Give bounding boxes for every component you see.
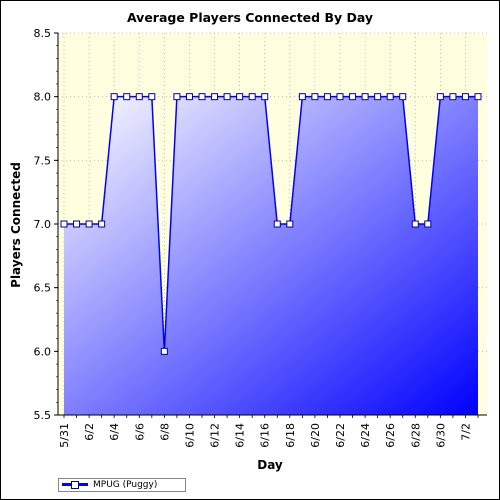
x-tick-label: 6/26	[384, 423, 397, 448]
x-tick-label: 6/28	[409, 423, 422, 448]
chart-title: Average Players Connected By Day	[126, 10, 374, 25]
data-point	[386, 93, 394, 101]
legend: MPUG (Puggy)	[58, 478, 186, 492]
y-tick-label: 8.0	[34, 91, 52, 104]
x-tick-label: 6/18	[284, 423, 297, 448]
data-point	[173, 93, 181, 101]
x-tick-label: 5/31	[58, 423, 71, 448]
x-axis-label: Day	[257, 458, 283, 472]
legend-label: MPUG (Puggy)	[93, 480, 158, 490]
data-point	[261, 93, 269, 101]
x-tick-label: 6/2	[83, 423, 96, 441]
data-point	[411, 220, 419, 228]
data-point	[211, 93, 219, 101]
data-point	[248, 93, 256, 101]
data-point	[273, 220, 281, 228]
x-tick-label: 6/6	[133, 423, 146, 441]
legend-swatch	[61, 479, 89, 491]
x-tick-label: 6/14	[234, 423, 247, 448]
data-point	[85, 220, 93, 228]
data-point	[148, 93, 156, 101]
series-area	[64, 96, 478, 416]
data-point	[311, 93, 319, 101]
data-point	[336, 93, 344, 101]
y-tick-label: 6.0	[34, 345, 52, 358]
data-point	[73, 220, 81, 228]
y-tick-label: 7.5	[34, 154, 52, 167]
data-point	[236, 93, 244, 101]
data-point	[361, 93, 369, 101]
x-tick-label: 6/30	[434, 423, 447, 448]
data-point	[123, 93, 131, 101]
data-point	[461, 93, 469, 101]
data-point	[323, 93, 331, 101]
x-tick-label: 6/22	[334, 423, 347, 448]
x-tick-label: 6/20	[309, 423, 322, 448]
data-point	[198, 93, 206, 101]
data-point	[286, 220, 294, 228]
data-point	[424, 220, 432, 228]
x-tick-label: 6/12	[209, 423, 222, 448]
data-point	[223, 93, 231, 101]
y-tick-label: 7.0	[34, 218, 52, 231]
data-point	[98, 220, 106, 228]
x-tick-label: 6/16	[259, 423, 272, 448]
data-point	[349, 93, 357, 101]
x-tick-label: 6/10	[183, 423, 196, 448]
y-tick-label: 5.5	[34, 409, 52, 422]
series-line	[64, 95, 478, 352]
x-tick-label: 7/2	[459, 423, 472, 441]
x-tick-label: 6/24	[359, 423, 372, 448]
x-tick-label: 6/4	[108, 423, 121, 441]
data-point	[374, 93, 382, 101]
data-point	[110, 93, 118, 101]
data-point	[298, 93, 306, 101]
data-point	[449, 93, 457, 101]
data-point	[160, 347, 168, 355]
x-tick-label: 6/8	[158, 423, 171, 441]
data-point	[474, 93, 482, 101]
y-tick-label: 8.5	[34, 27, 52, 40]
data-point	[436, 93, 444, 101]
data-point	[185, 93, 193, 101]
data-point	[60, 220, 68, 228]
y-tick-label: 6.5	[34, 282, 52, 295]
data-point	[399, 93, 407, 101]
data-point	[135, 93, 143, 101]
